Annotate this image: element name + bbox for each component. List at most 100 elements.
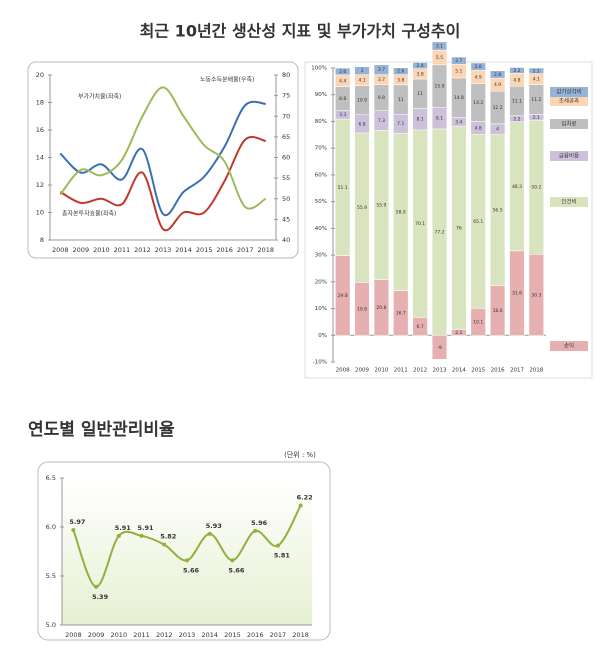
y-tick-label: 0% (318, 333, 327, 339)
data-label: 77.2 (434, 230, 444, 236)
chart-frame (304, 61, 593, 379)
bar-segment (412, 62, 428, 70)
data-label: 5.91 (115, 524, 132, 532)
y-tick-label: 16 (36, 126, 44, 134)
y-tick-label: 6.5 (46, 474, 56, 482)
data-label: 3.7 (378, 67, 385, 73)
x-tick-label: 2008 (65, 631, 82, 639)
y-tick-label: 30% (315, 253, 327, 259)
data-label: 4.9 (475, 74, 482, 80)
data-label: 4 (496, 127, 499, 133)
y-tick-label: 60% (315, 172, 327, 178)
data-label: 2.6 (339, 69, 346, 75)
data-label: 2.8 (494, 72, 501, 78)
data-label: 2.1 (455, 330, 462, 336)
x-tick-label: 2016 (247, 631, 264, 639)
legend-label: 금융비용 (559, 152, 579, 160)
x-tick-label: 2013 (179, 631, 196, 639)
series-label: 총자본투자효율(좌축) (62, 210, 116, 218)
x-tick-label: 2012 (413, 368, 427, 374)
y-tick-label: 5.0 (46, 621, 56, 629)
y-tick-label: 65 (282, 133, 290, 141)
y-tick-label: 18 (36, 99, 44, 107)
data-label: 55.9 (357, 205, 367, 211)
x-tick-label: 2012 (156, 631, 173, 639)
bar-segment (451, 56, 467, 65)
y-tick-label: 55 (282, 174, 290, 182)
data-label: 2.1 (533, 115, 540, 121)
data-label: 8.8 (339, 96, 346, 102)
y-tick-label: 20 (36, 71, 44, 79)
data-label: 6.7 (417, 324, 424, 330)
legend-swatch (550, 341, 588, 351)
y-tick-label: 6.0 (46, 523, 56, 531)
y-tick-label: 5.5 (46, 572, 56, 580)
data-label: 18.6 (493, 308, 503, 314)
data-label: 4.8 (475, 125, 482, 131)
bar-segment (373, 64, 390, 75)
series-label: 노동소득분배율(우축) (200, 76, 254, 84)
x-tick-label: 2009 (73, 246, 90, 254)
y-tick-label: 60 (282, 154, 290, 162)
point (185, 558, 189, 563)
line-series (59, 136, 266, 232)
data-label: 11 (398, 97, 404, 103)
data-label: 11 (417, 91, 423, 97)
x-tick-label: 2014 (452, 368, 466, 374)
x-tick-label: 2016 (216, 246, 233, 254)
data-label: 58.9 (396, 209, 406, 215)
x-tick-label: 2018 (292, 631, 309, 639)
bar-segment (470, 62, 486, 71)
bar-segment (528, 67, 544, 74)
data-label: 2.7 (455, 58, 462, 64)
legend-swatch (550, 96, 588, 106)
y-tick-label: 80 (282, 71, 290, 79)
legend-swatch (550, 119, 588, 129)
data-label: 6.22 (297, 493, 313, 501)
y-tick-label: -10% (313, 360, 327, 366)
y-tick-label: 80% (315, 119, 327, 125)
point (162, 542, 167, 547)
y-tick-label: 45 (282, 215, 290, 223)
data-label: 76 (456, 226, 462, 232)
y-tick-label: 10% (315, 306, 327, 312)
chart-frame (27, 61, 299, 259)
x-tick-label: 2014 (175, 246, 192, 254)
data-label: 2.1 (533, 68, 540, 74)
point (71, 527, 76, 532)
y-tick-label: 8 (40, 236, 44, 244)
data-label: 65.1 (473, 219, 483, 225)
point (207, 531, 212, 536)
y-tick-label: 50% (315, 199, 327, 205)
data-label: 5.91 (138, 524, 155, 532)
data-label: 3.7 (378, 77, 385, 83)
point (116, 533, 121, 538)
data-label: 6.8 (358, 121, 365, 127)
point (139, 533, 144, 538)
x-tick-label: 2016 (491, 368, 505, 374)
series-label: 부가가치율(좌축) (78, 93, 121, 101)
y-tick-label: 40 (282, 236, 290, 244)
data-label: 15.9 (434, 84, 444, 90)
data-label: 48.3 (512, 184, 522, 190)
data-label: 8.1 (417, 117, 424, 123)
section-title: 연도별 일반관리비율 (28, 420, 175, 440)
bar-segment (431, 41, 448, 51)
data-label: 2.2 (513, 116, 520, 122)
bar-segment (509, 67, 525, 74)
data-label: 12.2 (493, 105, 503, 111)
legend-swatch (550, 151, 588, 161)
x-tick-label: 2015 (224, 631, 241, 639)
data-label: 8.1 (436, 116, 443, 122)
x-tick-label: 2017 (510, 368, 524, 374)
data-label: 2.8 (475, 64, 482, 70)
line-series (59, 100, 266, 217)
x-tick-label: 2013 (433, 368, 447, 374)
data-label: 3.3 (339, 112, 346, 118)
y-tick-label: 70% (315, 146, 327, 152)
x-tick-label: 2015 (196, 246, 213, 254)
point (298, 503, 303, 508)
data-label: 3.8 (397, 77, 404, 83)
data-label: 10.1 (473, 319, 483, 325)
